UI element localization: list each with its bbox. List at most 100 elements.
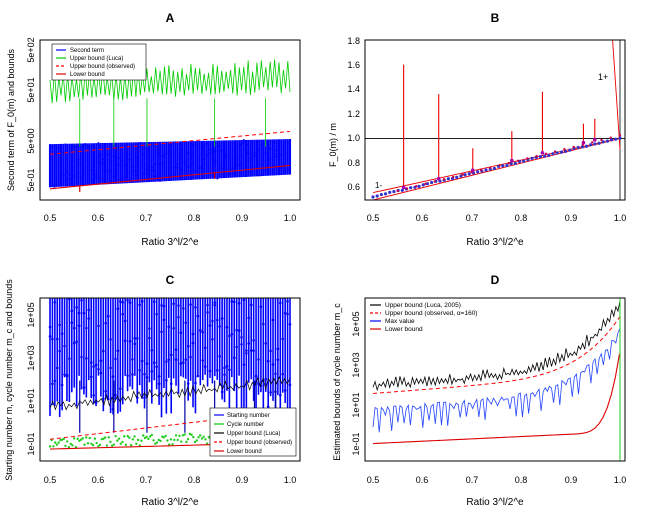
starting-number-point: [70, 309, 74, 313]
starting-number-point: [220, 317, 224, 320]
second-term-point: [110, 159, 113, 162]
second-term-point: [280, 153, 283, 156]
ratio-point: [379, 192, 383, 197]
cycle-number-point: [178, 434, 181, 437]
panel-a-x-ticks: 0.5 0.6 0.7 0.8 0.9 1.0: [44, 213, 297, 223]
ratio-point: [513, 161, 517, 166]
diagonal-point: [405, 187, 409, 190]
second-term-point: [172, 173, 175, 176]
second-term-point: [158, 179, 162, 182]
diagonal-point: [553, 150, 557, 153]
panel-c-ytick: 1e+01: [26, 388, 36, 413]
ratio-point: [593, 142, 597, 146]
panel-b-y-ticks: 0.6 0.8 1.0 1.2 1.4 1.6 1.8: [347, 36, 360, 192]
starting-number-point: [269, 390, 272, 394]
starting-number-point: [145, 376, 149, 379]
second-term-point: [92, 154, 96, 158]
diagonal-point: [526, 157, 529, 160]
second-term-point: [192, 143, 195, 147]
cycle-number-point: [112, 443, 116, 446]
panel-b: B 0.5 0.6 0.7 0.8 0.9 1.0 0.6 0.8 1.0 1.…: [328, 11, 626, 248]
second-term-point: [97, 142, 100, 145]
starting-number-point: [119, 300, 122, 303]
second-term-point: [170, 143, 173, 146]
panel-d-xtick: 0.6: [416, 475, 429, 485]
second-term-point: [205, 142, 208, 145]
starting-number-point: [266, 405, 270, 408]
starting-number-point: [213, 303, 217, 307]
cycle-number-point: [159, 439, 162, 443]
starting-number-point: [281, 337, 285, 341]
starting-number-point: [228, 334, 231, 338]
starting-number-point: [77, 311, 81, 315]
diagonal-point: [563, 148, 566, 151]
second-term-point: [258, 148, 261, 151]
second-term-point: [200, 146, 204, 149]
diagonal-point: [535, 154, 538, 158]
legend-label: Upper bound (Luca, 2005): [385, 302, 461, 309]
second-term-point: [233, 149, 237, 152]
panel-d-ytick: 1e+05: [351, 311, 361, 336]
starting-number-point: [150, 370, 154, 373]
second-term-point: [79, 162, 82, 166]
second-term-point: [51, 184, 54, 187]
panel-c-ylabel: Starting number m, cycle number m_c and …: [4, 279, 14, 481]
starting-number-point: [155, 365, 158, 369]
starting-number-point: [165, 379, 168, 382]
starting-number-point: [189, 303, 192, 306]
starting-number-point: [165, 360, 168, 363]
panel-a-frame: [39, 39, 301, 201]
panel-c: C 0.5 0.6 0.7 0.8 0.9 1.0 1e-01 1e+01 1e…: [4, 273, 301, 508]
starting-number-point: [102, 349, 105, 353]
starting-number-point: [266, 359, 270, 363]
panel-d: D 0.5 0.6 0.7 0.8 0.9 1.0 1e-01 1e+01 1e…: [332, 273, 626, 508]
panel-b-plot-area: [365, 39, 625, 201]
ratio-point: [501, 164, 505, 168]
starting-number-point: [60, 383, 64, 387]
cycle-number-point: [97, 444, 100, 448]
panel-a-ytick: 5e-01: [26, 168, 36, 191]
starting-number-point: [55, 337, 59, 341]
second-term-point: [112, 175, 115, 178]
cycle-number-point: [143, 436, 147, 440]
second-term-point: [81, 170, 85, 173]
second-term-point: [163, 153, 166, 156]
ratio-point: [538, 154, 543, 159]
second-term-point: [141, 160, 144, 163]
upper-bound-observed-line: [49, 130, 291, 155]
second-term-point: [209, 152, 212, 155]
second-term-point: [207, 169, 210, 172]
starting-number-point: [247, 316, 251, 320]
starting-number-point: [249, 303, 253, 307]
starting-number-point: [58, 349, 61, 353]
starting-number-point: [114, 357, 117, 361]
cycle-number-point: [131, 438, 135, 441]
starting-number-point: [150, 348, 154, 352]
cycle-number-point: [66, 440, 69, 443]
second-term-point: [143, 153, 146, 156]
starting-number-point: [116, 349, 120, 353]
second-term-point: [73, 174, 76, 178]
second-term-point: [136, 155, 140, 159]
cycle-number-point: [202, 435, 205, 438]
starting-number-point: [119, 387, 122, 391]
ratio-point: [484, 168, 488, 172]
second-term-point: [209, 148, 212, 151]
second-term-point: [255, 145, 259, 149]
cycle-number-point: [171, 443, 174, 446]
panel-a-y-ticks: 5e-01 5e+00 5e+01 5e+02: [26, 37, 36, 191]
second-term-point: [176, 163, 179, 166]
cycle-number-point: [93, 437, 97, 440]
ratio-point: [467, 172, 471, 176]
second-term-point: [119, 178, 122, 181]
second-term-point: [158, 162, 162, 166]
second-term-point: [121, 159, 124, 162]
second-term-point: [222, 141, 226, 144]
starting-number-point: [152, 361, 156, 364]
ratio-point: [576, 145, 580, 150]
starting-number-point: [53, 300, 57, 304]
starting-number-point: [55, 366, 59, 370]
panel-d-frame: [364, 297, 626, 462]
second-term-point: [185, 148, 188, 151]
second-term-point: [181, 168, 184, 171]
